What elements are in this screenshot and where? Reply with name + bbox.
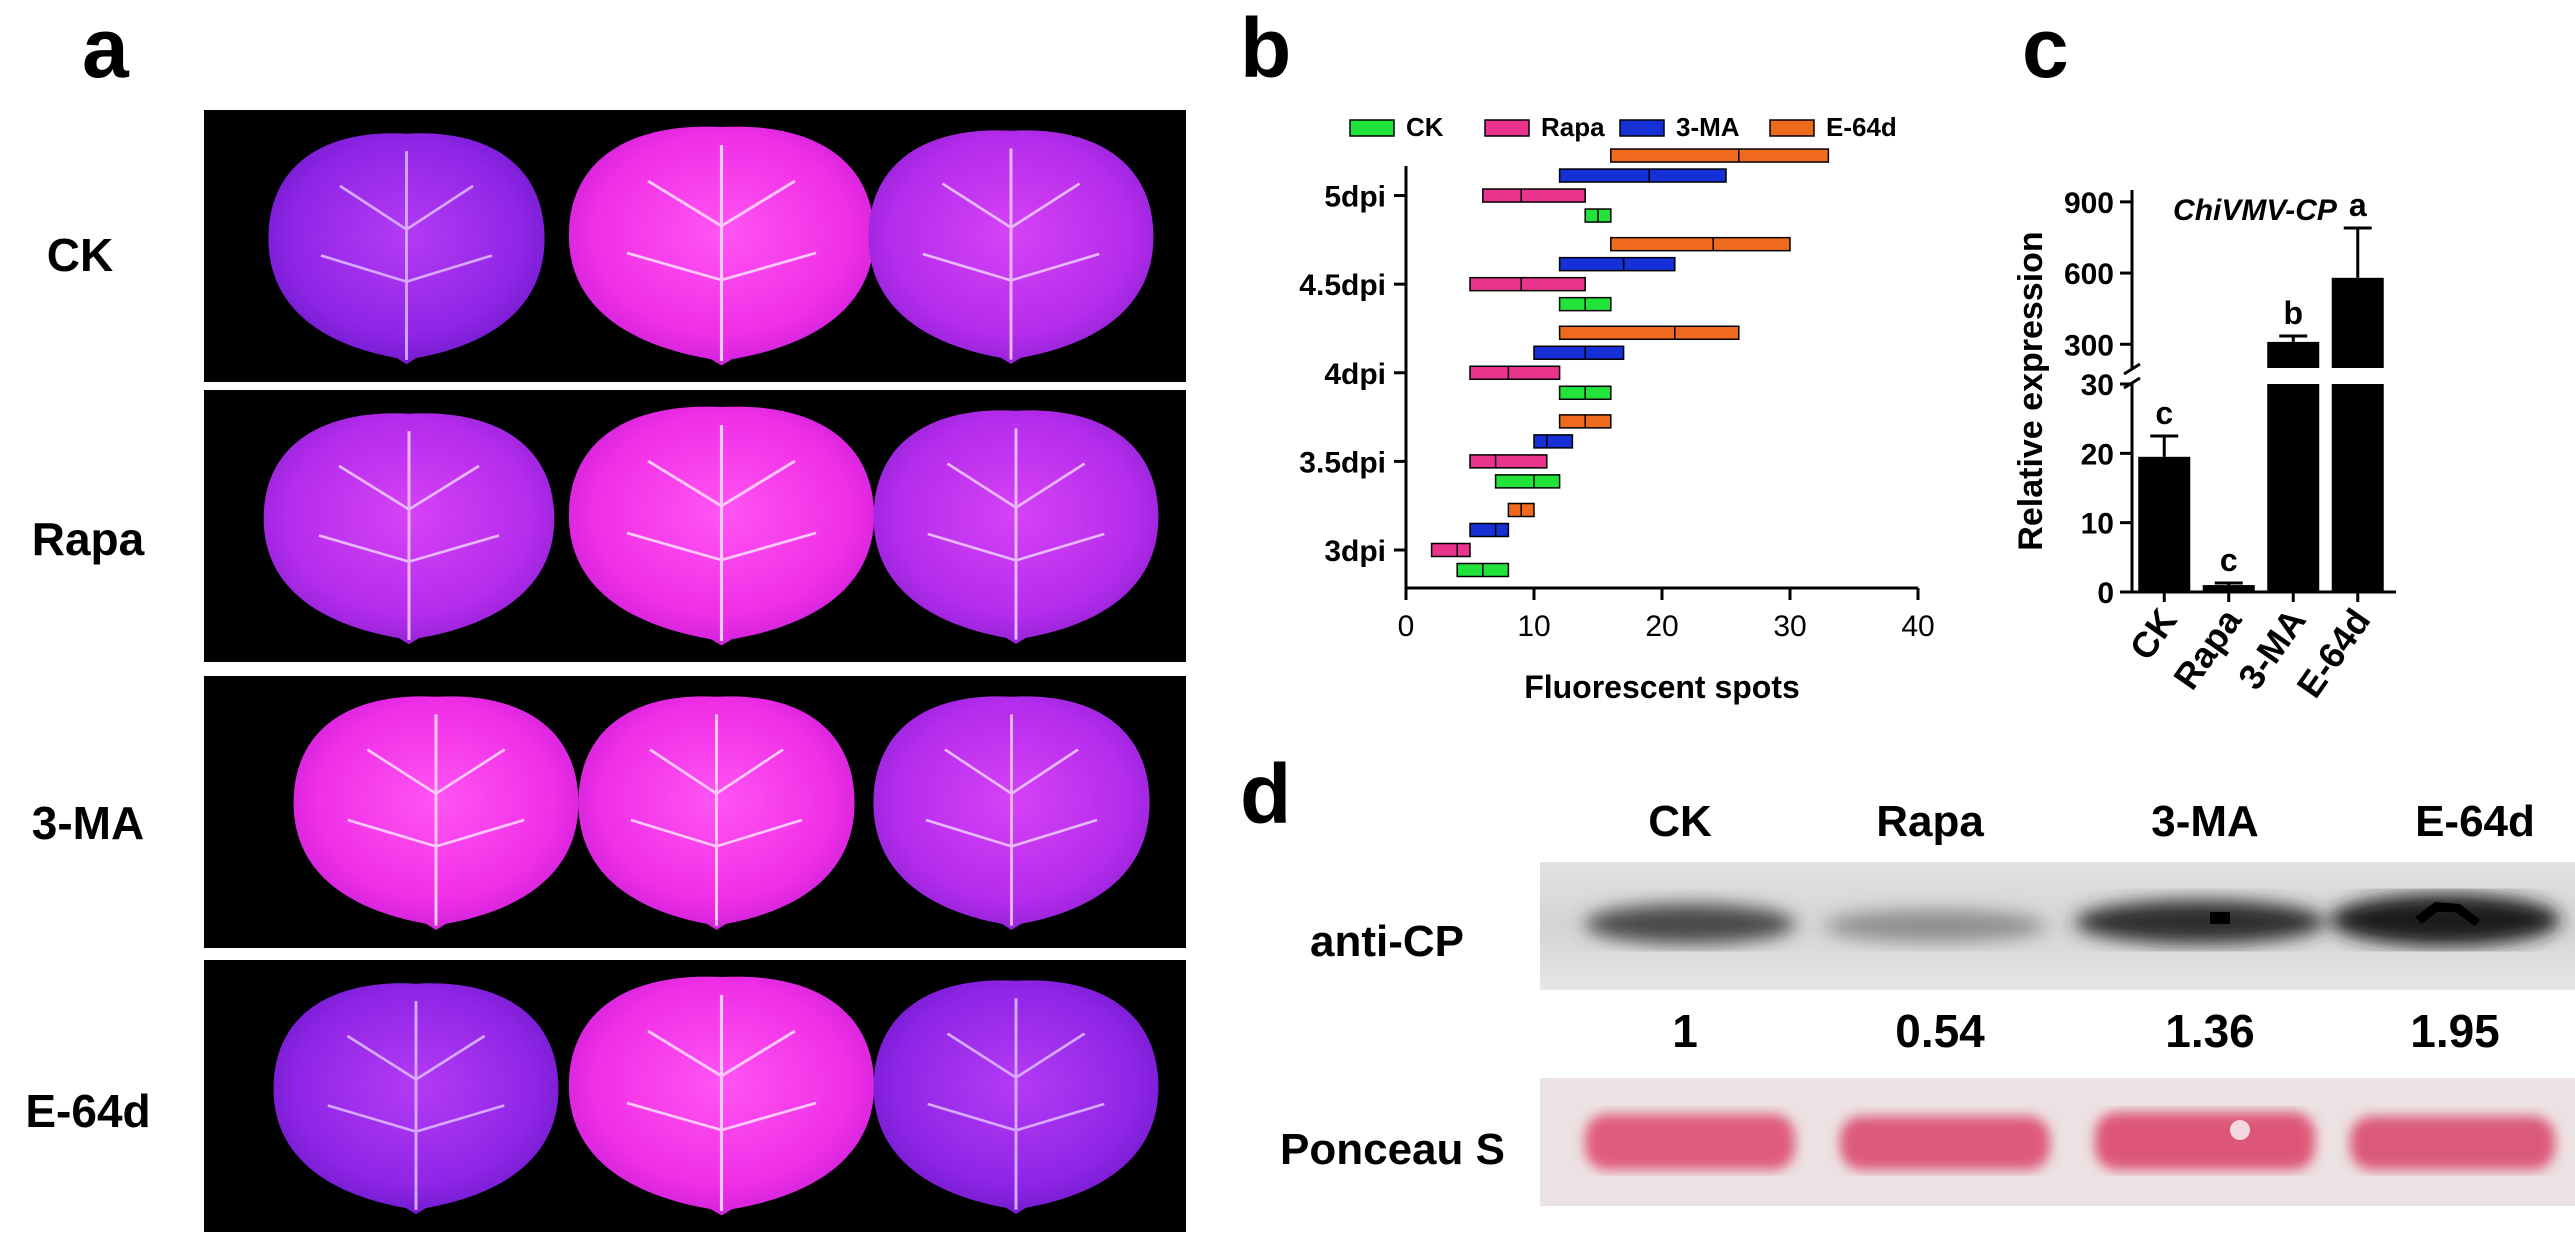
range-bar-e-64d-4dpi [1558,325,1740,341]
legend-swatch-e-64d [1769,119,1815,137]
x-tick-label: 30 [1773,610,1806,643]
range-bar-3-ma-3dpi [1469,522,1510,538]
range-bar-3-ma-4dpi [1533,345,1625,361]
legend-swatch-ck [1349,119,1395,137]
significance-letter-e-64d: a [2349,187,2367,223]
y-tick-label-5dpi: 5dpi [1324,181,1386,214]
x-tick-label: 40 [1901,610,1934,643]
legend-label-ck: CK [1406,112,1444,142]
row-label-e64d: E-64d [25,1085,151,1137]
y-tick-label: 0 [2097,577,2114,610]
leaf-panel-rapa [204,390,1186,662]
bar-ck [2138,456,2191,592]
lane-label-e64d: E-64d [2415,797,2535,846]
leaf-photos-e64d [273,976,1159,1216]
leaf-photos-rapa [263,406,1159,646]
range-bar-3-ma-5dpi [1558,168,1727,183]
y-tick-label-4dpi: 4dpi [1324,358,1386,391]
range-bar-3-ma-3.5dpi [1533,434,1574,449]
bar-3-ma-lower [2267,384,2320,592]
x-tick-label: 0 [1398,610,1415,643]
significance-letter-ck: c [2155,395,2173,431]
legend-label-rapa: Rapa [1541,112,1605,142]
y-tick-label: 900 [2064,187,2114,220]
blot-label-anti-cp: anti-CP [1310,917,1464,966]
ponceau-stain [1540,1078,2575,1206]
blot-band-3ma [2075,900,2325,944]
x-tick-label: 10 [1517,610,1550,643]
lane-label-3ma: 3-MA [2151,797,2259,846]
panel-letter-b: b [1240,1,1292,95]
chart-annotation: ChiVMV-CP [2173,194,2338,227]
range-bar-rapa-3dpi [1430,542,1471,558]
range-bar-e-64d-5dpi [1610,148,1830,163]
legend-swatch-3-ma [1619,119,1665,137]
legend-label-3-ma: 3-MA [1676,112,1740,142]
ponceau-band-3ma [2095,1112,2315,1170]
range-bar-rapa-5dpi [1482,188,1586,203]
chart-c-relative-expression: 300 600 900 0 10 20 30 Relative expression ChiVM… [2012,187,2396,705]
y-tick-label-3dpi: 3dpi [1324,535,1386,568]
row-label-3ma: 3-MA [31,797,145,849]
ratio-ck: 1 [1672,1005,1698,1057]
lane-label-rapa: Rapa [1876,797,1984,846]
y-tick-label: 10 [2081,508,2114,541]
y-tick-label: 300 [2064,329,2114,362]
bar-3-ma-upper [2267,341,2320,368]
western-blot-anti-cp [1540,862,2575,990]
y-tick-label: 30 [2081,369,2114,402]
leaf-panel-ck [204,110,1186,382]
x-axis-label: Fluorescent spots [1524,669,1800,705]
significance-letter-3-ma: b [2283,295,2303,331]
range-bar-e-64d-4.5dpi [1610,236,1791,252]
y-axis-label: Relative expression [2012,231,2050,550]
y-tick-label-4.5dpi: 4.5dpi [1299,269,1386,302]
panel-letter-c: c [2022,1,2069,95]
leaf-panel-3ma [204,676,1186,948]
axis-break-mark [2123,362,2141,376]
x-tick-label-rapa: Rapa [2165,600,2250,696]
ponceau-band-ck [1585,1114,1795,1170]
y-tick-label-3.5dpi: 3.5dpi [1299,446,1386,479]
blot-band-rapa [1825,910,2045,942]
blot-band-ck [1585,904,1795,944]
legend-label-e-64d: E-64d [1826,112,1897,142]
legend-swatch-rapa [1484,119,1530,137]
leaf-panel-e64d [204,960,1186,1232]
row-label-ck: CK [46,229,114,281]
loading-label-ponceau: Ponceau S [1280,1125,1505,1174]
y-tick-label: 20 [2081,438,2114,471]
ponceau-band-e64d [2350,1116,2555,1170]
significance-letter-rapa: c [2220,542,2238,578]
leaf-photos-ck [268,126,1154,366]
ratio-rapa: 0.54 [1895,1005,1985,1057]
range-bar-ck-3.5dpi [1494,474,1561,489]
blot-band-e64d [2330,894,2560,946]
ponceau-band-rapa [1840,1116,2050,1170]
ratio-3ma: 1.36 [2165,1005,2255,1057]
bar-rapa [2202,585,2255,592]
bar-e-64d-upper [2331,277,2384,368]
row-label-rapa: Rapa [31,513,145,565]
panel-letter-d: d [1240,747,1292,841]
lane-label-ck: CK [1648,797,1712,846]
range-bar-rapa-3.5dpi [1469,454,1548,469]
bar-e-64d-lower [2331,384,2384,592]
range-bar-rapa-4.5dpi [1469,276,1586,292]
range-bar-3-ma-4.5dpi [1558,256,1676,272]
y-tick-label: 600 [2064,258,2114,291]
range-bar-rapa-4dpi [1469,365,1561,381]
chart-b-fluorescent-spots: CK Rapa 3-MA E-64d 0 10 20 30 40 Fluorescent spot… [1299,112,1934,705]
leaf-photos-3ma [293,696,1150,930]
panel-letter-a: a [82,1,129,95]
ratio-e64d: 1.95 [2410,1005,2500,1057]
x-tick-label: 20 [1645,610,1678,643]
